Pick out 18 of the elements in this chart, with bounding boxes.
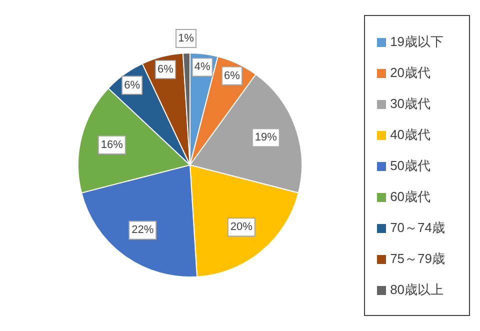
legend-label: 70～74歳: [390, 220, 445, 235]
data-label: 1%: [178, 32, 194, 44]
legend-label: 60歳代: [390, 189, 431, 204]
legend-label: 19歳以下: [390, 34, 444, 49]
data-label: 6%: [124, 79, 140, 92]
data-label: 22%: [132, 224, 154, 236]
legend-label: 80歳以上: [390, 282, 444, 297]
legend-label: 20歳代: [390, 65, 431, 80]
data-label: 6%: [224, 70, 240, 82]
legend-label: 50歳代: [390, 158, 431, 173]
legend-label: 30歳代: [390, 96, 431, 111]
data-label: 4%: [194, 61, 211, 74]
legend-label: 75～79歳: [390, 251, 445, 266]
data-label: 19%: [254, 132, 278, 144]
data-label: 6%: [158, 64, 174, 76]
data-label: 16%: [100, 138, 124, 151]
data-label: 20%: [230, 221, 253, 234]
legend-label: 40歳代: [390, 127, 431, 142]
